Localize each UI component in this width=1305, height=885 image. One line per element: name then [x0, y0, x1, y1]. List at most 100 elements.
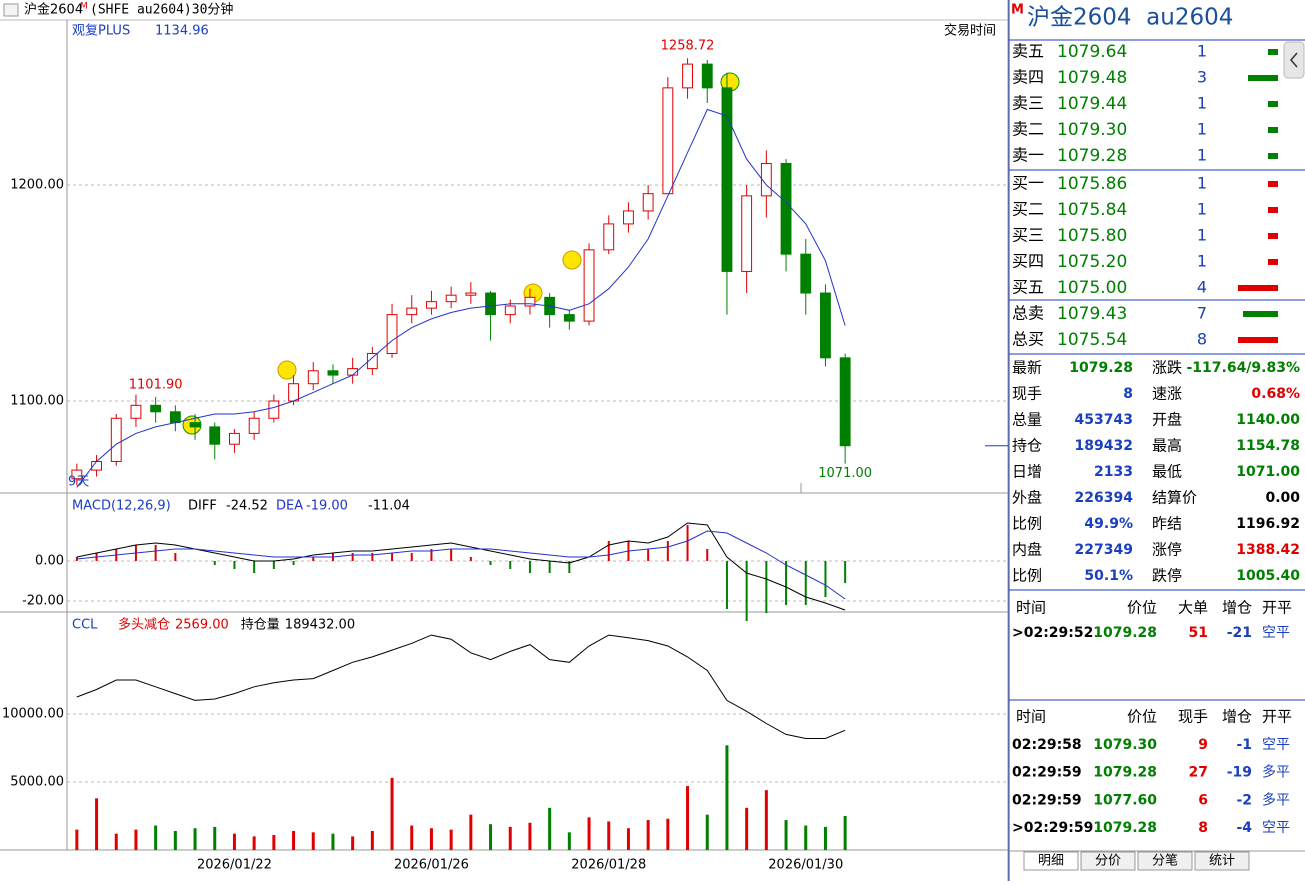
- time-label[interactable]: 交易时间: [944, 23, 996, 39]
- table-cell: 1079.28: [1093, 820, 1157, 836]
- book-bar: [1268, 49, 1278, 55]
- candle-body: [150, 404, 162, 413]
- table-cell: 6: [1198, 792, 1208, 808]
- tab[interactable]: [1023, 851, 1079, 871]
- volume-bar: [626, 828, 630, 850]
- candle-body: [504, 305, 516, 316]
- tab-label[interactable]: 统计: [1209, 854, 1235, 869]
- table-cell: 1079.28: [1093, 765, 1157, 781]
- table-cell: 8: [1198, 820, 1208, 836]
- legend-name: 多头减仓: [118, 617, 170, 633]
- candle-body: [130, 404, 142, 419]
- x-tick-label: 2026/01/22: [197, 858, 272, 873]
- stat-value: 453743: [1075, 412, 1133, 428]
- candle-body: [800, 253, 812, 294]
- stat-value: -117.64/9.83%: [1186, 360, 1300, 376]
- book-label: 总卖: [1012, 304, 1044, 323]
- book-qty: 3: [1197, 68, 1207, 87]
- stat-value: 227349: [1075, 542, 1133, 558]
- table-header: 增仓: [1222, 599, 1252, 617]
- candle-body: [307, 370, 319, 385]
- period-label: 9天: [68, 475, 89, 490]
- smiley-icon: [277, 360, 297, 380]
- stat-label: 结算价: [1152, 489, 1197, 507]
- volume-bar: [292, 830, 296, 850]
- table-cell: -1: [1236, 737, 1252, 753]
- header-badge: M: [80, 2, 88, 12]
- ccl-title: CCL: [72, 618, 98, 633]
- y-tick-label: 0.00: [35, 554, 64, 569]
- table-cell: 51: [1189, 625, 1208, 641]
- volume-bar: [666, 818, 670, 850]
- stat-label: 开盘: [1152, 411, 1182, 429]
- volume-bar: [390, 777, 394, 850]
- candle-body: [445, 294, 457, 303]
- legend-name: DIFF: [188, 499, 217, 514]
- book-qty: 1: [1197, 42, 1207, 61]
- stat-value: 0.68%: [1251, 386, 1300, 402]
- stat-label: 比例: [1012, 515, 1042, 533]
- stat-value: 8: [1123, 386, 1133, 402]
- table-cell: 多平: [1262, 791, 1290, 808]
- table-cell: >02:29:52: [1012, 625, 1093, 641]
- stat-value: 226394: [1075, 490, 1134, 506]
- stat-value: 1140.00: [1236, 412, 1300, 428]
- book-qty: 1: [1197, 146, 1207, 165]
- volume-bar: [331, 833, 335, 850]
- volume-bar: [213, 826, 217, 850]
- stat-label: 持仓: [1012, 437, 1042, 455]
- volume-bar: [764, 790, 768, 850]
- book-bar: [1243, 311, 1278, 317]
- book-label: 卖五: [1012, 42, 1044, 61]
- tab[interactable]: [1194, 851, 1250, 871]
- stat-value: 2133: [1094, 464, 1133, 480]
- volume-bar: [193, 828, 197, 850]
- x-tick-label: 2026/01/26: [394, 858, 469, 873]
- table-cell: 1079.30: [1093, 737, 1157, 753]
- indicator-name: 观复PLUS: [72, 24, 130, 39]
- book-label: 卖四: [1012, 68, 1044, 87]
- book-label: 买二: [1012, 200, 1044, 219]
- collapse-button[interactable]: [1283, 41, 1305, 79]
- stat-value: 49.9%: [1084, 516, 1133, 532]
- candle-body: [71, 469, 83, 480]
- candle-body: [583, 249, 595, 322]
- book-label: 买四: [1012, 252, 1044, 271]
- tab[interactable]: [1080, 851, 1136, 871]
- stat-label: 日增: [1012, 463, 1042, 481]
- book-bar: [1268, 233, 1278, 239]
- book-bar: [1268, 181, 1278, 187]
- table-cell: 27: [1189, 765, 1208, 781]
- volume-bar: [114, 833, 118, 850]
- table-cell: 9: [1198, 737, 1208, 753]
- book-label: 买五: [1012, 278, 1044, 297]
- candle-body: [662, 87, 674, 195]
- candle-body: [386, 314, 398, 354]
- book-price: 1079.44: [1057, 94, 1127, 114]
- tab-label[interactable]: 分笔: [1152, 853, 1178, 869]
- table-cell: -2: [1236, 792, 1252, 808]
- volume-bar: [75, 829, 79, 850]
- book-label: 卖一: [1012, 146, 1044, 165]
- table-cell: 02:29:59: [1012, 765, 1082, 781]
- table-header: 开平: [1262, 708, 1292, 726]
- stat-label: 最新: [1012, 359, 1042, 377]
- y-tick-label: 1200.00: [10, 178, 64, 193]
- candle-body: [288, 383, 299, 402]
- macd-title: MACD(12,26,9): [72, 499, 171, 514]
- candle-body: [366, 352, 378, 370]
- table-header: 大单: [1178, 599, 1208, 617]
- table-header: 开平: [1262, 599, 1292, 617]
- tab-label[interactable]: 分价: [1095, 854, 1121, 869]
- book-price: 1075.86: [1057, 174, 1127, 194]
- volume-bar: [646, 820, 650, 850]
- price-annotation: 1258.72: [661, 39, 715, 54]
- tab-label[interactable]: 明细: [1038, 854, 1064, 869]
- tab[interactable]: [1137, 851, 1193, 871]
- book-price: 1079.64: [1057, 42, 1127, 62]
- book-price: 1079.43: [1057, 304, 1127, 324]
- book-qty: 8: [1197, 330, 1207, 349]
- candle-body: [406, 307, 418, 316]
- stat-label: 外盘: [1012, 489, 1042, 507]
